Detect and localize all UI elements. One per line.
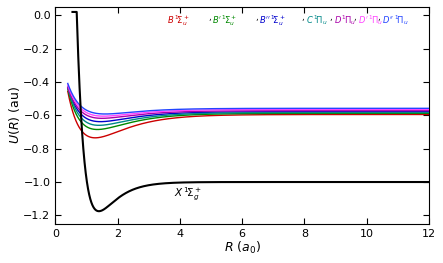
Text: $X\,{}^1\!\Sigma_g^+$: $X\,{}^1\!\Sigma_g^+$ — [174, 186, 202, 203]
Text: $B\,{}^1\!\Sigma_u^+$: $B\,{}^1\!\Sigma_u^+$ — [167, 13, 190, 28]
Text: $C\,{}^1\!\Pi_u$: $C\,{}^1\!\Pi_u$ — [306, 13, 327, 27]
Text: ,: , — [301, 13, 304, 22]
Text: $B'\,{}^1\!\Sigma_u^+$: $B'\,{}^1\!\Sigma_u^+$ — [212, 13, 237, 28]
X-axis label: $R\ (a_0)$: $R\ (a_0)$ — [224, 240, 260, 256]
Text: ,: , — [209, 13, 211, 22]
Text: $D''\,{}^1\!\Pi_u$: $D''\,{}^1\!\Pi_u$ — [382, 13, 409, 27]
Text: $D'\,{}^1\!\Pi_u$: $D'\,{}^1\!\Pi_u$ — [358, 13, 383, 27]
Text: ,: , — [329, 13, 331, 22]
Text: $D\,{}^1\!\Pi_u$: $D\,{}^1\!\Pi_u$ — [334, 13, 356, 27]
Text: ,: , — [255, 13, 258, 22]
Text: ,: , — [377, 13, 380, 22]
Y-axis label: $U(R)\ \mathrm{(au)}$: $U(R)\ \mathrm{(au)}$ — [7, 86, 22, 144]
Text: ,: , — [353, 13, 356, 22]
Text: $B''\,{}^1\!\Sigma_u^+$: $B''\,{}^1\!\Sigma_u^+$ — [259, 13, 286, 28]
